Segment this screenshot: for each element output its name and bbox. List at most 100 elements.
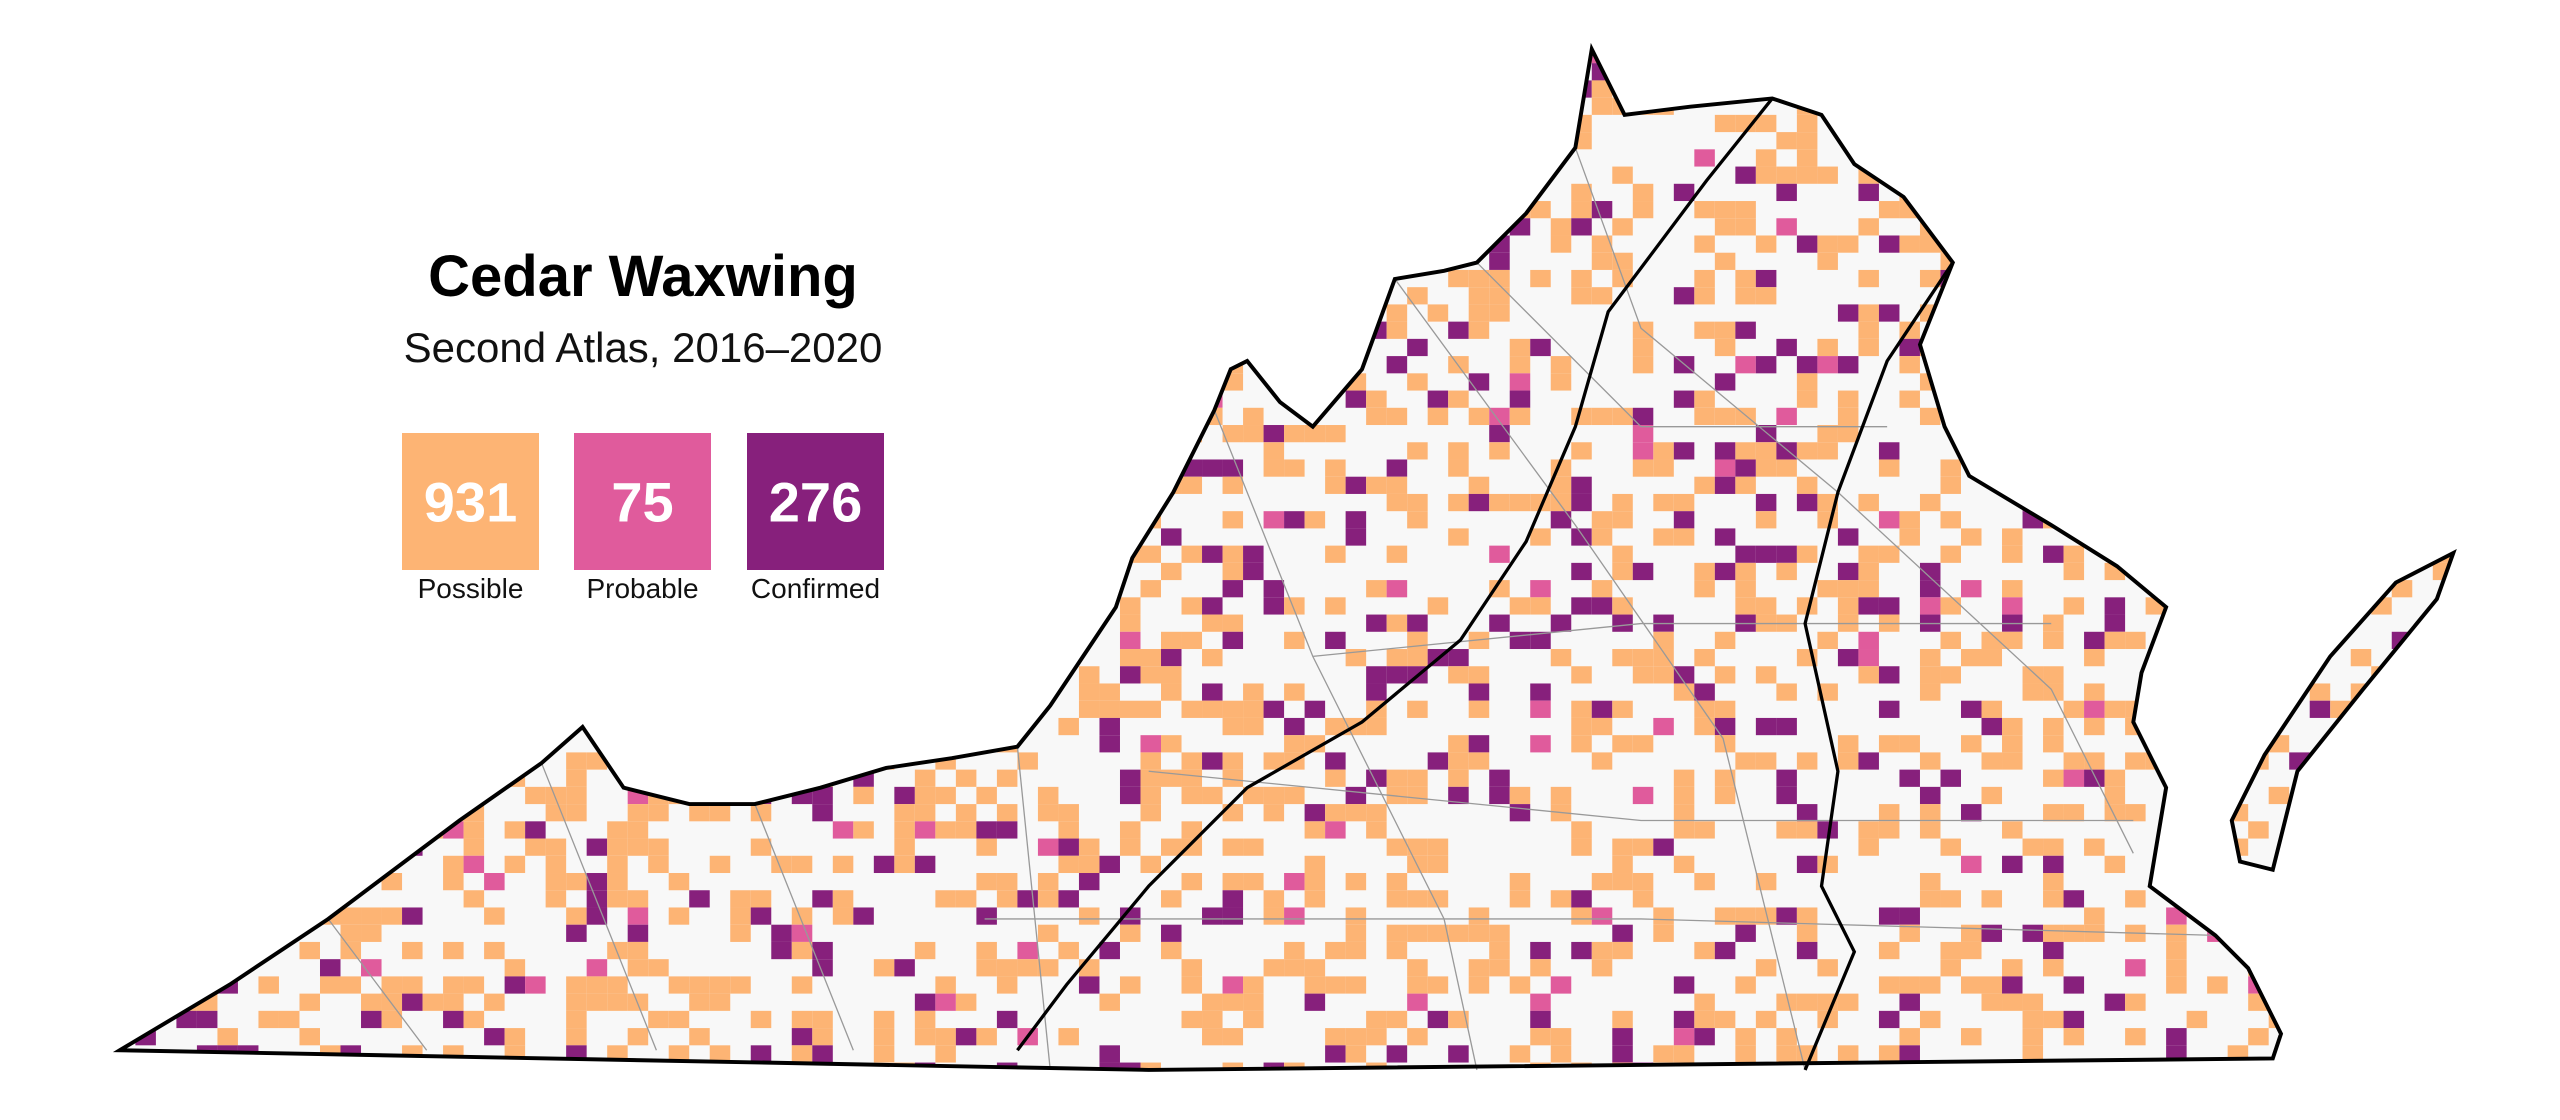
block-cell	[2391, 63, 2413, 81]
block-cell	[1366, 390, 1387, 408]
block-cell	[1058, 821, 1079, 839]
block-cell	[607, 717, 628, 736]
block-cell	[1119, 442, 1141, 460]
block-cell	[873, 855, 895, 874]
block-cell	[217, 959, 238, 977]
block-cell	[2105, 1080, 2126, 1097]
block-cell	[1776, 49, 1797, 64]
block-cell	[1735, 924, 1756, 942]
block-cell	[1530, 269, 1551, 288]
block-cell	[135, 804, 156, 822]
block-cell	[1468, 373, 1490, 391]
block-cell	[2002, 855, 2023, 874]
block-cell	[1714, 373, 1736, 391]
block-cell	[2371, 924, 2392, 942]
block-cell	[1325, 821, 1346, 839]
block-cell	[1222, 545, 1244, 563]
block-cell	[689, 166, 710, 184]
block-cell	[586, 993, 608, 1011]
block-cell	[2022, 97, 2044, 115]
block-cell	[217, 49, 238, 64]
block-cell	[1017, 459, 1038, 477]
block-cell	[2412, 804, 2433, 822]
block-cell	[1899, 132, 1920, 150]
block-cell	[2289, 235, 2310, 253]
block-cell	[1037, 459, 1059, 477]
block-cell	[1591, 407, 1613, 426]
block-cell	[1735, 442, 1756, 460]
block-cell	[2145, 528, 2167, 546]
block-cell	[2330, 1045, 2351, 1063]
block-cell	[319, 338, 341, 357]
block-cell	[1714, 941, 1736, 960]
block-cell	[525, 1062, 546, 1070]
block-cell	[340, 752, 362, 770]
block-cell	[2002, 959, 2023, 977]
block-cell	[668, 218, 690, 236]
block-cell	[1058, 114, 1079, 133]
block-cell	[299, 528, 320, 546]
block-cell	[1509, 976, 1531, 994]
block-cell	[1325, 252, 1346, 270]
block-cell	[2043, 924, 2064, 942]
block-cell	[1284, 97, 1305, 115]
block-cell	[832, 907, 854, 925]
block-cell	[1099, 63, 1120, 81]
block-cell	[2268, 218, 2290, 236]
block-cell	[2022, 1028, 2044, 1046]
block-cell	[2186, 804, 2208, 822]
block-cell	[1099, 235, 1120, 253]
block-cell	[1714, 114, 1736, 133]
block-cell	[443, 1010, 464, 1029]
block-cell	[119, 580, 136, 598]
block-cell	[2453, 873, 2474, 890]
block-cell	[402, 700, 423, 718]
block-cell	[1243, 269, 1264, 288]
block-cell	[525, 201, 546, 219]
block-cell	[1386, 252, 1408, 270]
block-cell	[2104, 614, 2126, 632]
block-cell	[2330, 321, 2351, 339]
block-cell	[1181, 873, 1203, 891]
block-cell	[1858, 631, 1879, 650]
block-cell	[2227, 149, 2249, 167]
block-cell	[627, 132, 649, 150]
block-cell	[1858, 838, 1879, 856]
block-cell	[402, 218, 423, 236]
block-cell	[1776, 683, 1797, 701]
block-cell	[381, 786, 403, 805]
block-cell	[2186, 597, 2208, 615]
block-cell	[1981, 752, 2003, 770]
block-cell	[1591, 580, 1613, 598]
block-cell	[648, 183, 669, 202]
block-cell	[1017, 683, 1038, 701]
block-cell	[2330, 373, 2351, 391]
block-cell	[2022, 993, 2044, 1011]
block-cell	[894, 683, 915, 701]
block-cell	[668, 873, 690, 891]
block-cell	[1571, 183, 1592, 202]
block-cell	[525, 149, 546, 167]
block-cell	[1325, 459, 1346, 477]
block-cell	[812, 132, 833, 150]
block-cell	[689, 407, 710, 426]
block-cell	[1386, 80, 1408, 98]
block-cell	[1407, 890, 1428, 908]
block-cell	[935, 993, 956, 1011]
block-cell	[2268, 545, 2290, 563]
block-cell	[1427, 855, 1449, 874]
block-cell	[1509, 338, 1531, 357]
block-cell	[1960, 1062, 1982, 1070]
legend-label: Possible	[418, 573, 524, 604]
block-cell	[2166, 855, 2187, 874]
block-cell	[2432, 201, 2454, 219]
block-cell	[361, 476, 382, 494]
block-cell	[1960, 735, 1982, 753]
block-cell	[1509, 407, 1531, 426]
block-cell	[1981, 218, 2003, 236]
block-cell	[1940, 97, 1961, 115]
block-cell	[135, 390, 156, 408]
block-cell	[443, 993, 464, 1011]
block-cell	[2268, 425, 2290, 443]
block-cell	[278, 183, 300, 202]
